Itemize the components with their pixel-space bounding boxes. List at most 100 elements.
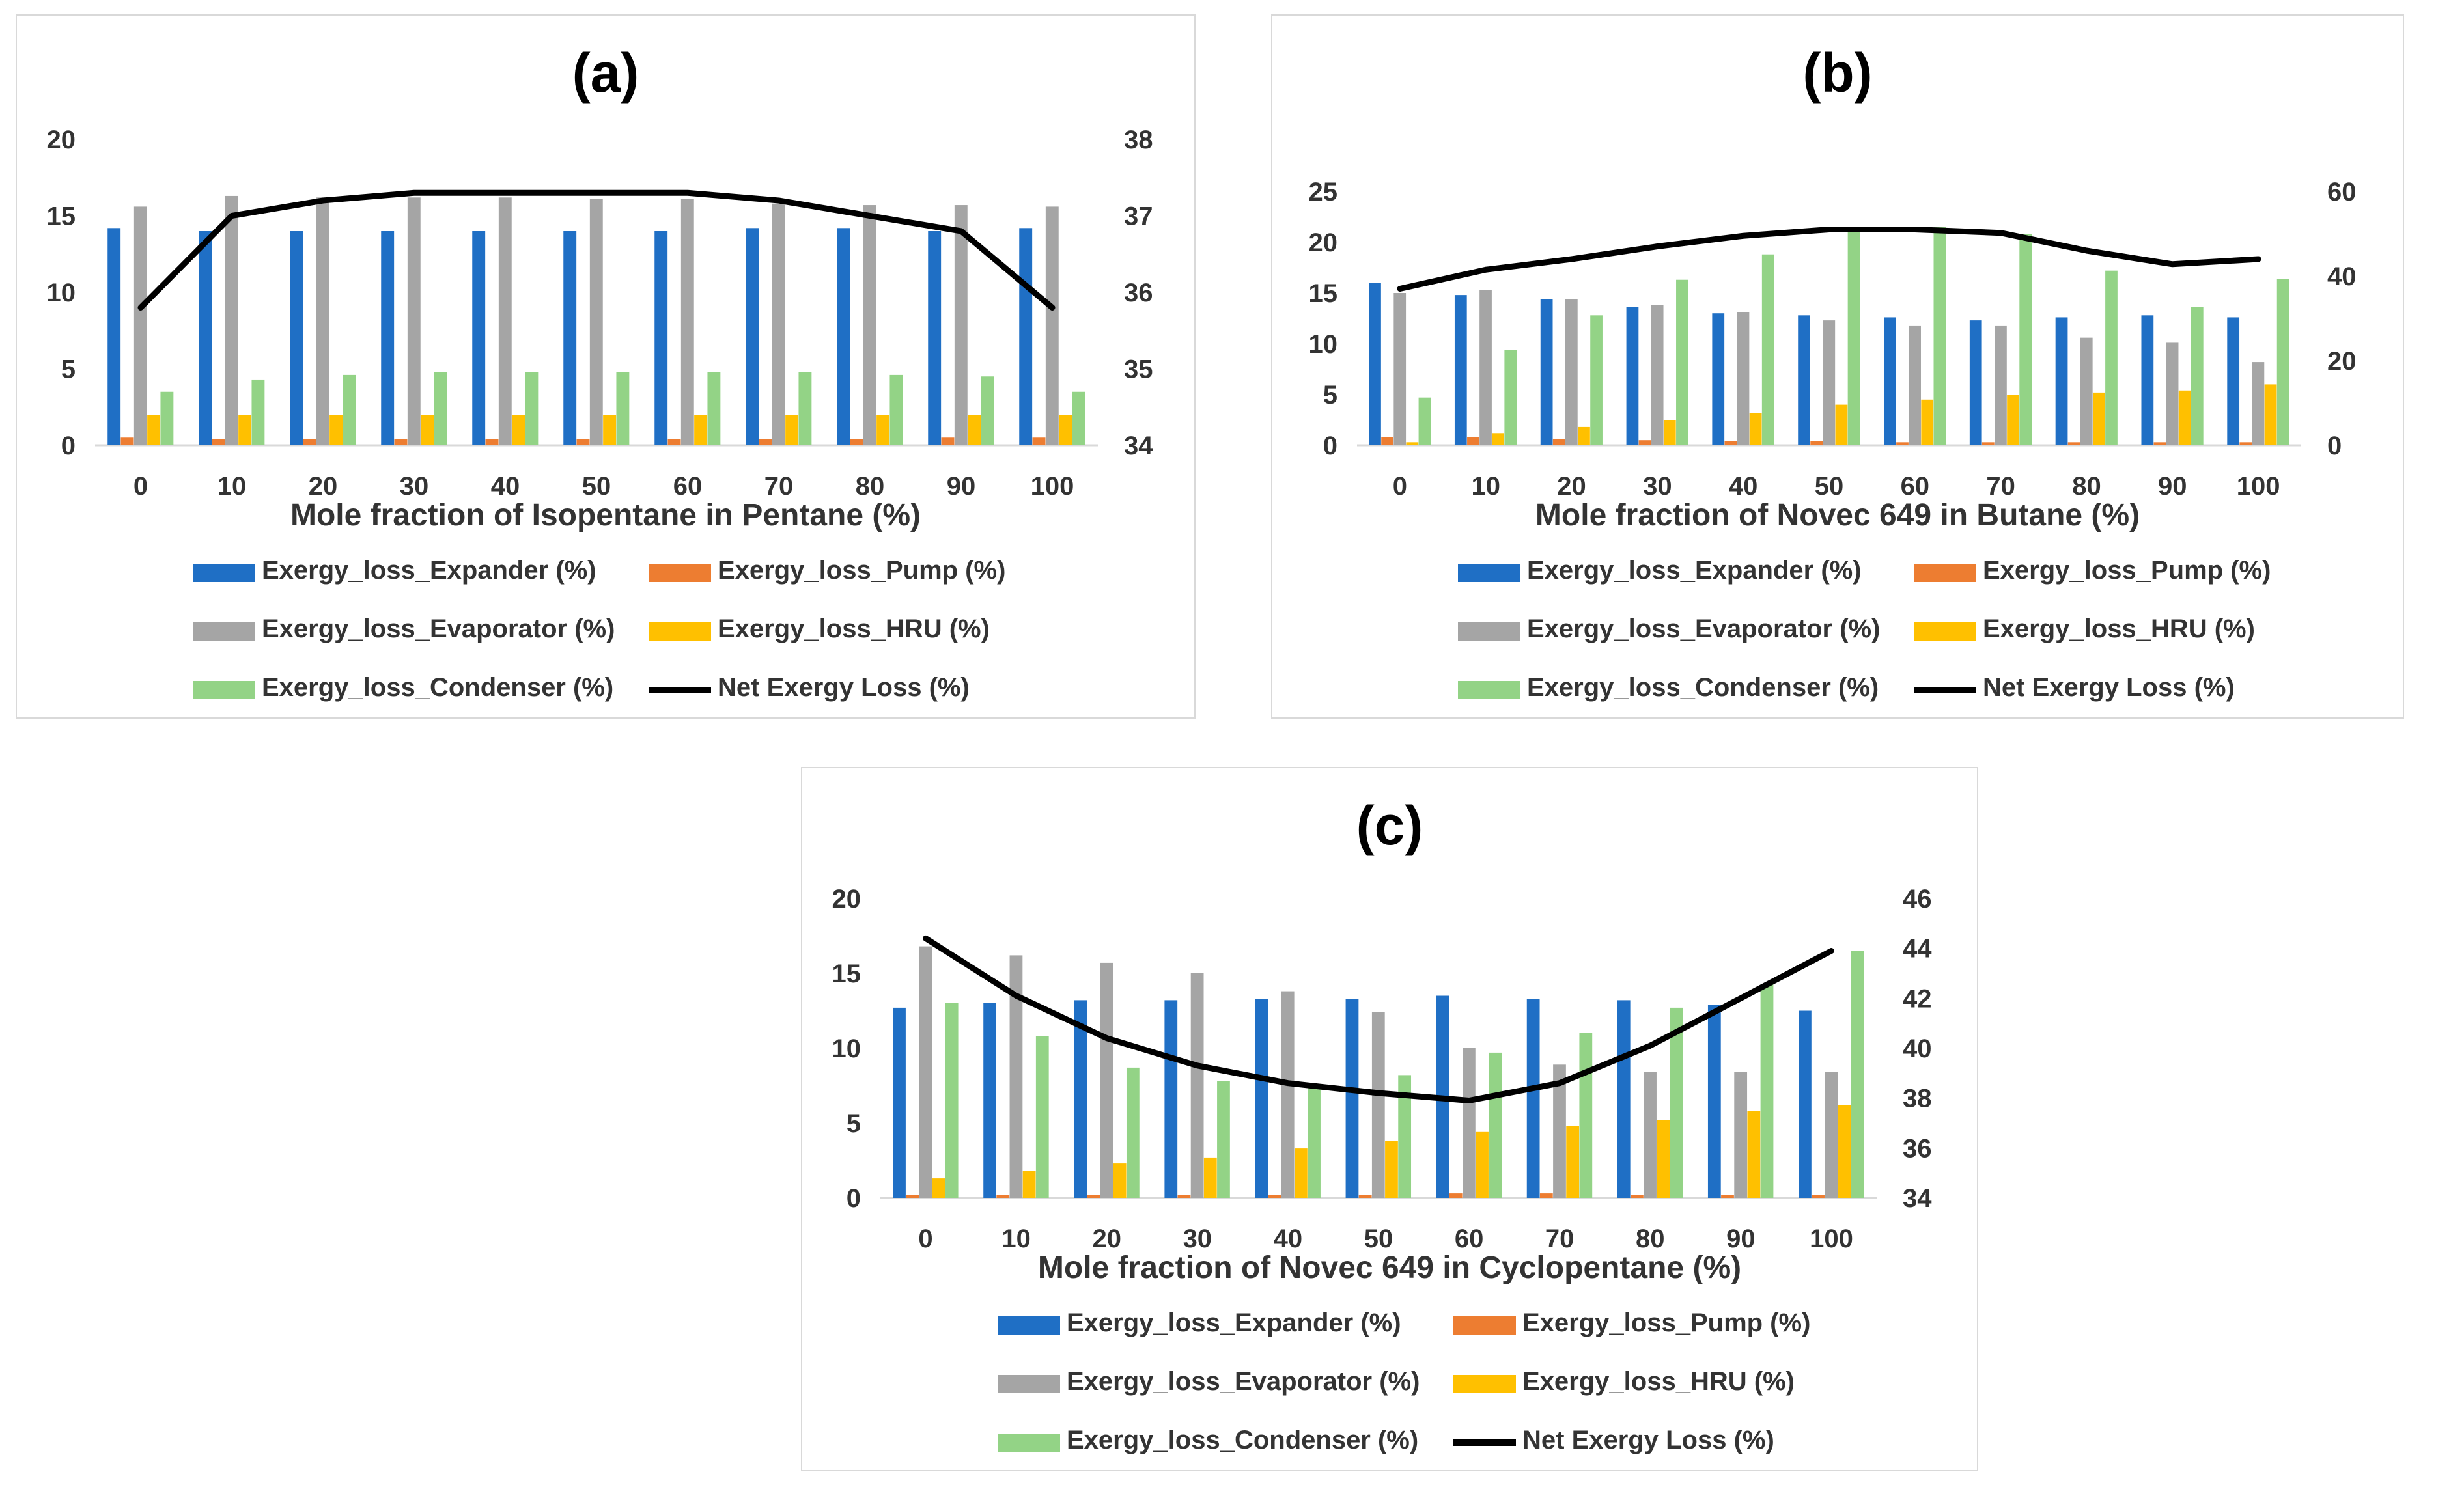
y-tick-label: 20 <box>1309 229 1338 257</box>
x-tick-label: 70 <box>1545 1225 1575 1253</box>
bar-hru <box>421 415 434 445</box>
legend-label-condenser: Exergy_loss_Condenser (%) <box>1067 1426 1419 1454</box>
bar-expander <box>837 228 850 445</box>
bar-expander <box>107 228 121 445</box>
bar-condenser <box>1308 1085 1321 1198</box>
bar-hru <box>147 415 161 445</box>
bar-condenser <box>1851 951 1864 1198</box>
bar-hru <box>2007 395 2019 445</box>
y2-tick-label: 34 <box>1124 432 1153 460</box>
bar-pump <box>1552 439 1565 445</box>
bar-hru <box>512 415 525 445</box>
bar-hru <box>694 415 708 445</box>
bar-hru <box>1578 426 1590 445</box>
bar-evaporator <box>498 197 512 445</box>
x-tick-label: 80 <box>856 472 885 501</box>
x-axis-label: Mole fraction of Novec 649 in Cyclopenta… <box>1037 1251 1742 1285</box>
bar-evaporator <box>1644 1072 1657 1198</box>
bar-expander <box>1019 228 1033 445</box>
bar-expander <box>1712 313 1725 445</box>
bar-pump <box>1032 437 1046 445</box>
x-tick-label: 20 <box>1557 472 1586 501</box>
bar-evaporator <box>407 197 421 445</box>
y-tick-label: 15 <box>1309 279 1338 308</box>
bar-evaporator <box>1190 973 1204 1198</box>
x-tick-label: 10 <box>217 472 247 501</box>
bar-hru <box>329 415 343 445</box>
y2-tick-label: 37 <box>1124 202 1153 231</box>
x-tick-label: 90 <box>947 472 976 501</box>
legend-swatch-expander <box>193 564 255 582</box>
line-net-exergy-loss <box>137 189 1056 311</box>
x-tick-label: 50 <box>582 472 611 501</box>
bar-hru <box>2264 384 2277 445</box>
bar-condenser <box>525 372 539 445</box>
x-tick-label: 20 <box>1092 1225 1121 1253</box>
bar-hru <box>1113 1163 1127 1198</box>
bar-pump <box>2153 442 2166 445</box>
bar-evaporator <box>1825 1072 1838 1198</box>
bar-pump <box>1721 1195 1734 1198</box>
bar-condenser <box>1035 1036 1049 1198</box>
bar-evaporator <box>680 199 694 445</box>
bar-hru <box>1059 415 1072 445</box>
bar-evaporator <box>589 199 603 445</box>
chart-plot-area: 0 5 10 15 20 34 35 36 37 38 0 10 20 30 40 50 60 70 80 90 100 <box>47 126 1154 501</box>
bar-hru <box>1749 413 1762 445</box>
bar-hru <box>1406 442 1419 445</box>
x-tick-label: 80 <box>2072 472 2101 501</box>
bar-condenser <box>1126 1067 1140 1198</box>
bar-hru <box>603 415 617 445</box>
y2-tick-label: 60 <box>2327 178 2357 206</box>
bar-expander <box>654 231 668 445</box>
y2-tick-label: 46 <box>1903 885 1932 913</box>
legend-swatch-condenser <box>193 681 255 699</box>
bar-expander <box>563 231 577 445</box>
y2-tick-label: 34 <box>1903 1184 1932 1213</box>
bar-pump <box>1539 1193 1553 1198</box>
bar-hru <box>1294 1148 1308 1198</box>
bar-evaporator <box>1045 206 1059 445</box>
legend-swatch-hru <box>1914 622 1976 641</box>
legend-swatch-hru <box>1453 1375 1516 1393</box>
bar-pump <box>906 1195 919 1198</box>
legend-label-expander: Exergy_loss_Expander (%) <box>1067 1309 1401 1337</box>
bar-condenser <box>2276 279 2289 445</box>
y2-tick-label: 0 <box>2327 432 2342 460</box>
legend-label-pump: Exergy_loss_Pump (%) <box>1983 556 2271 585</box>
x-tick-label: 20 <box>309 472 338 501</box>
bar-condenser <box>1398 1075 1412 1198</box>
y2-tick-label: 44 <box>1903 935 1932 964</box>
bar-hru <box>1663 420 1676 445</box>
bar-condenser <box>251 379 265 445</box>
bar-condenser <box>2019 234 2032 445</box>
y-tick-label: 0 <box>847 1184 861 1213</box>
bar-pump <box>1724 441 1737 445</box>
bar-expander <box>1074 1000 1087 1198</box>
bar-hru <box>1492 433 1505 445</box>
bar-evaporator <box>1737 312 1750 445</box>
y-tick-label: 25 <box>1309 178 1338 206</box>
x-tick-label: 0 <box>1393 472 1407 501</box>
legend-label-hru: Exergy_loss_HRU (%) <box>1983 615 2255 643</box>
bar-evaporator <box>1823 320 1836 445</box>
chart-title: (a) <box>572 42 639 104</box>
bar-pump <box>303 439 316 445</box>
bar-expander <box>1369 283 1381 445</box>
y-tick-label: 0 <box>61 432 76 460</box>
x-tick-label: 80 <box>1636 1225 1665 1253</box>
legend-swatch-evaporator <box>1458 622 1520 641</box>
bar-pump <box>1467 437 1479 445</box>
bar-condenser <box>1418 397 1431 445</box>
bar-hru <box>932 1178 945 1198</box>
bar-pump <box>394 439 408 445</box>
y-tick-label: 5 <box>847 1109 861 1138</box>
bar-hru <box>1921 399 1934 445</box>
chart-panel-a: (a) 0 5 10 15 20 34 35 36 37 38 0 10 20 30 40 50 60 70 80 9… <box>16 14 1196 719</box>
legend-label-hru: Exergy_loss_HRU (%) <box>1522 1367 1795 1396</box>
bar-evaporator <box>1553 1064 1566 1198</box>
bar-expander <box>1626 307 1639 445</box>
bar-expander <box>1345 999 1359 1198</box>
legend-swatch-condenser <box>998 1434 1060 1452</box>
bar-condenser <box>1670 1007 1683 1198</box>
